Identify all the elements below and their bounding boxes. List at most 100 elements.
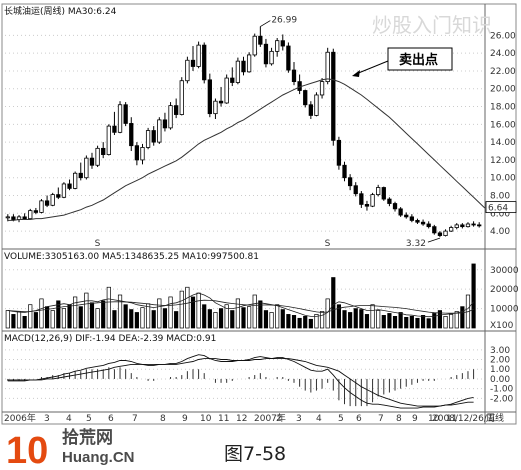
volume-bar [404, 316, 409, 329]
price-tick-label: 22.00 [490, 67, 516, 77]
price-tick-label: 12.00 [490, 156, 516, 166]
volume-bar [286, 314, 291, 329]
volume-bar [359, 309, 364, 329]
volume-bar [319, 311, 325, 329]
volume-bar [449, 314, 454, 329]
volume-bar [101, 300, 106, 329]
annotation-arrow-line [355, 60, 389, 75]
volume-panel-header: VOLUME:3305163.00 MA5:1348635.25 MA10:99… [4, 252, 259, 262]
volume-bar [303, 316, 308, 329]
figure-caption: 图7-58 [224, 443, 286, 465]
candle-body [364, 204, 370, 207]
volume-bar [376, 310, 381, 329]
volume-bar [78, 306, 83, 329]
candle-body [157, 119, 162, 143]
high-price-label: 26.99 [271, 16, 297, 26]
candle-body [297, 81, 302, 91]
candle-body [359, 193, 364, 205]
volume-bar [387, 313, 392, 329]
x-tick-label: 5 [86, 414, 92, 424]
candle-body [404, 214, 409, 218]
candle-body [291, 69, 297, 83]
candle-body [460, 224, 465, 228]
candle-body [190, 59, 196, 67]
price-panel: 26.99 3.32 S S [5, 16, 486, 249]
candle-body [269, 50, 274, 65]
volume-bar [168, 296, 173, 329]
chart-frame [1, 3, 517, 425]
volume-bar [39, 298, 44, 329]
candle-body [33, 210, 39, 213]
volume-bar [426, 318, 431, 329]
candle-body [140, 147, 145, 161]
volume-bar [140, 307, 145, 329]
candle-body [437, 232, 443, 236]
x-tick-label: 6 [108, 414, 114, 424]
candle-body [89, 157, 95, 166]
macd-tick-label: -2.00 [490, 394, 514, 404]
candle-body [44, 200, 50, 206]
candle-body [151, 130, 156, 143]
volume-bar [129, 309, 134, 329]
x-tick-label: 4 [66, 414, 72, 424]
volume-tick-label: 10000 [490, 305, 519, 315]
y-axis: 4.00 6.00 8.00 10.00 12.00 14.00 16.00 18.00 20.… [485, 31, 519, 404]
logo-mark: 10 [6, 430, 48, 470]
x-tick-label: 8 [160, 414, 166, 424]
candle-body [246, 54, 252, 73]
candle-body [331, 51, 336, 141]
volume-bar [370, 304, 375, 329]
candle-body [454, 224, 459, 228]
candle-body [275, 40, 280, 52]
watermark-text: 炒股入门知识 [372, 13, 492, 37]
candle-body [392, 203, 398, 210]
candle-body [61, 183, 67, 198]
candle-body [56, 194, 61, 198]
volume-bar [61, 308, 67, 329]
candle-body [28, 210, 33, 220]
candle-body [202, 44, 207, 81]
low-pointer [427, 237, 441, 243]
price-tick-label: 26.00 [490, 31, 516, 41]
volume-bar [95, 308, 100, 329]
volume-bar [218, 308, 224, 329]
volume-bar [146, 303, 151, 329]
candle-body [415, 220, 420, 223]
volume-bar [364, 314, 370, 329]
candle-body [370, 194, 375, 207]
candle-body [101, 147, 106, 155]
price-tick-label: 24.00 [490, 49, 516, 59]
signal-marker: S [325, 239, 331, 249]
candle-body [381, 187, 386, 200]
volume-bar [84, 292, 89, 329]
volume-bar [454, 311, 459, 329]
candle-body [376, 187, 381, 196]
candle-body [235, 60, 241, 83]
candle-body [5, 216, 10, 219]
candle-body [39, 200, 44, 213]
candle-body [185, 59, 190, 82]
candle-body [471, 223, 476, 226]
volume-bar [162, 308, 168, 329]
candle-body [179, 80, 184, 115]
volume-bar [258, 300, 263, 329]
annotation-label: 卖出点 [399, 52, 438, 68]
x-tick-label: 3 [44, 414, 50, 424]
candle-body [252, 35, 257, 56]
candle-body [134, 145, 140, 161]
last-price-label: 6.64 [488, 204, 508, 214]
volume-bar [202, 304, 207, 329]
volume-bar [117, 294, 123, 329]
price-panel-header: 长城油运(周线) MA30:6.24 [4, 5, 117, 17]
candle-body [11, 216, 16, 220]
last-price-box [485, 201, 517, 214]
candle-body [353, 185, 358, 195]
volume-bar [297, 317, 302, 329]
volume-bar [415, 317, 420, 329]
candle-body [196, 44, 201, 67]
volume-bar [179, 290, 184, 329]
candle-body [420, 221, 426, 225]
x-tick-label: 6 [356, 414, 362, 424]
x-tick-label: 7 [132, 414, 138, 424]
